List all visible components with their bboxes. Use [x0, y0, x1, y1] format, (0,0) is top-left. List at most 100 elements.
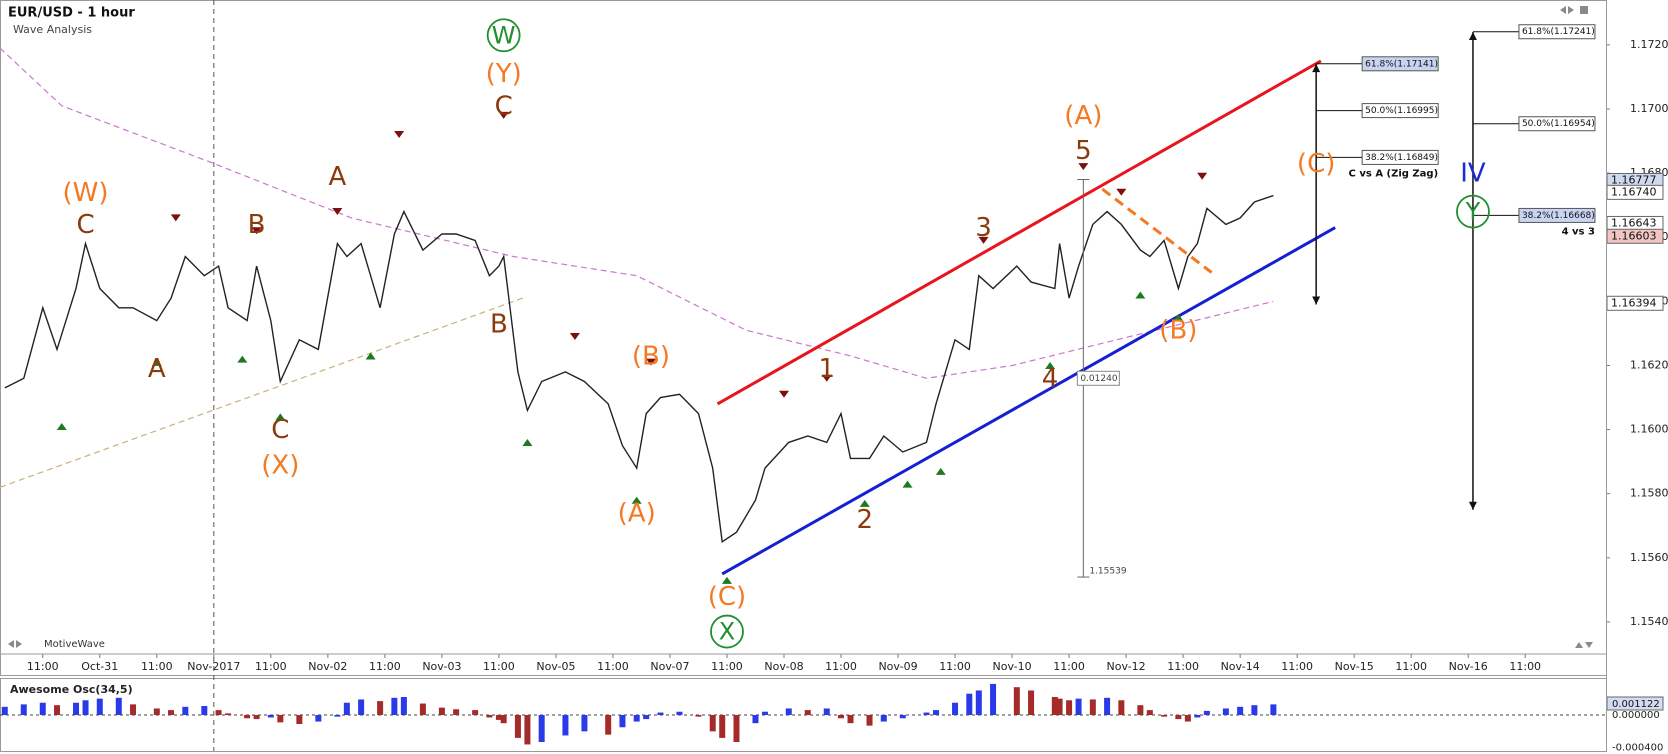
x-tick-label: Nov-12 — [1107, 660, 1146, 673]
wave-label: (W) — [63, 178, 109, 208]
osc-bar — [899, 715, 906, 719]
wave-label: (X) — [261, 450, 299, 480]
pivot-marker — [631, 496, 642, 504]
osc-bar — [562, 715, 569, 736]
osc-bar — [923, 712, 930, 715]
osc-bar — [1137, 705, 1144, 715]
osc-bar — [201, 706, 208, 715]
osc-bar — [495, 715, 502, 720]
x-tick-label: 11:00 — [1281, 660, 1313, 673]
scroll-arrows[interactable] — [8, 640, 22, 648]
x-tick-label: Nov-03 — [422, 660, 461, 673]
x-tick-label: 11:00 — [255, 660, 287, 673]
wave-label: (B) — [632, 341, 670, 371]
osc-bar — [1161, 715, 1168, 717]
measure-bottom-label: 1.15539 — [1089, 567, 1126, 577]
pivot-marker — [1116, 188, 1127, 196]
y-tick-label: 1.15800 — [1630, 487, 1668, 500]
overlay-line — [0, 297, 523, 488]
price-label: 1.16777 — [1611, 173, 1657, 186]
measure-range-box — [1076, 370, 1120, 386]
osc-bar — [1237, 706, 1244, 715]
osc-bar — [933, 710, 940, 715]
pivot-marker — [394, 131, 405, 139]
y-tick-label: 1.16200 — [1630, 358, 1668, 371]
wave-label: 1 — [818, 354, 835, 384]
pivot-marker — [721, 576, 732, 584]
osc-bar — [657, 712, 664, 715]
fib-level-label: 61.8%(1.17141) — [1365, 59, 1438, 69]
osc-bar — [39, 702, 46, 715]
pivot-marker — [522, 439, 533, 446]
pivot-marker — [365, 352, 376, 360]
fib-note: C vs A (Zig Zag) — [1349, 168, 1439, 179]
wave-label: (A) — [618, 498, 656, 528]
wave-label: C — [495, 91, 513, 121]
fib-level-box — [1518, 24, 1596, 40]
osc-bar — [1194, 715, 1201, 718]
osc-bar — [676, 711, 683, 715]
nav-arrows[interactable] — [8, 6, 1593, 648]
x-tick-label: Nov-15 — [1335, 660, 1374, 673]
x-tick-label: Nov-02 — [308, 660, 347, 673]
wave-label: C — [271, 415, 289, 445]
price-line — [4, 194, 1274, 544]
osc-bar — [130, 704, 137, 715]
x-tick-label: Nov-05 — [536, 660, 575, 673]
wave-label: X — [719, 618, 735, 646]
fib-level-label: 50.0%(1.16995) — [1365, 106, 1438, 116]
wave-label: (B) — [1159, 316, 1197, 346]
osc-bar — [486, 715, 493, 718]
x-tick-label: 11:00 — [1167, 660, 1199, 673]
osc-bar — [1075, 698, 1082, 715]
osc-bar — [695, 715, 702, 717]
chart-subtitle: Wave Analysis — [13, 23, 92, 36]
osc-bar — [253, 715, 260, 720]
osc-bar — [966, 693, 973, 715]
y-tick-label: 1.17000 — [1630, 102, 1668, 115]
pivot-marker — [569, 333, 580, 341]
pivot-marker — [1173, 313, 1184, 321]
osc-bar — [1203, 710, 1210, 715]
fib-level-label: 50.0%(1.16954) — [1522, 119, 1595, 129]
x-tick-label: Nov-14 — [1221, 660, 1260, 673]
overlay-line — [721, 226, 1336, 576]
pivot-marker — [1045, 362, 1056, 370]
pivot-marker — [778, 390, 789, 398]
pivot-marker — [498, 111, 509, 119]
price-label: 1.16394 — [1611, 296, 1657, 309]
x-tick-label: Nov-09 — [878, 660, 917, 673]
osc-bar — [1066, 700, 1073, 715]
oscillator-title: Awesome Osc(34,5) — [10, 683, 133, 696]
osc-bar — [952, 702, 959, 715]
osc-bar — [153, 708, 160, 715]
wave-label: W — [492, 21, 516, 49]
wave-circle — [486, 18, 521, 53]
overlay-line — [1101, 187, 1213, 274]
x-tick-label: 11:00 — [1053, 660, 1085, 673]
zoom-arrows[interactable] — [1575, 642, 1593, 648]
osc-bar — [847, 715, 854, 724]
osc-bar — [54, 705, 61, 715]
osc-bar — [1, 706, 8, 715]
y-tick-label: 1.15400 — [1630, 615, 1668, 628]
fib-level-box — [1361, 149, 1439, 165]
pivot-marker — [645, 358, 656, 366]
x-tick-label: 11:00 — [597, 660, 629, 673]
osc-bar — [1270, 704, 1277, 715]
wave-label: (C) — [1297, 149, 1335, 179]
overlay-line — [716, 59, 1322, 406]
osc-bar — [168, 710, 175, 715]
osc-bar — [215, 710, 222, 715]
x-tick-label: 11:00 — [825, 660, 857, 673]
osc-tick-label: -0.000400 — [1612, 743, 1663, 754]
osc-bar — [115, 697, 122, 715]
x-tick-label: 11:00 — [711, 660, 743, 673]
osc-bar — [453, 709, 460, 715]
osc-bar — [719, 715, 726, 738]
pivot-marker — [1197, 172, 1208, 180]
panel-controls[interactable] — [1560, 6, 1588, 14]
pivot-marker — [151, 358, 162, 366]
